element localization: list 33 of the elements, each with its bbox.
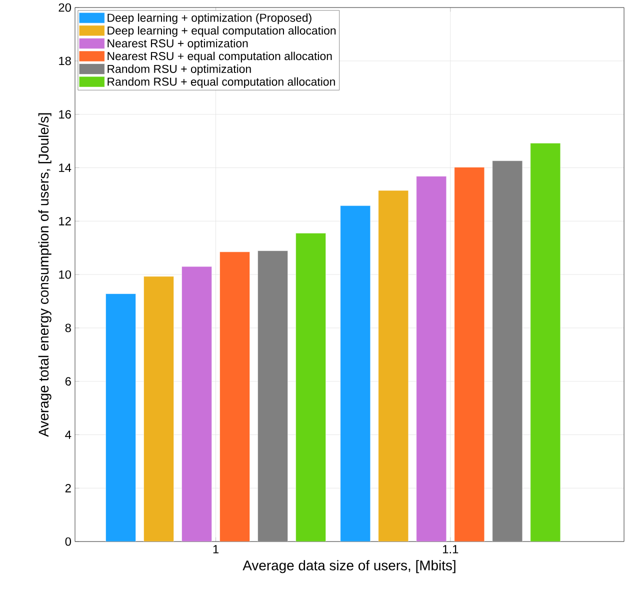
bar [258, 250, 288, 542]
legend-label: Random RSU + optimization [108, 64, 251, 76]
legend-label: Nearest RSU + equal computation allocation [108, 52, 332, 63]
bar [492, 160, 523, 542]
y-tick-label: 14 [59, 164, 72, 172]
bar [454, 167, 485, 542]
legend-label: Deep learning + optimization (Proposed) [108, 14, 312, 24]
y-axis-title: Average total energy consumption of users, [Joule/s] [38, 114, 52, 438]
bar [378, 190, 409, 542]
x-tick-label: 1.1 [442, 545, 458, 554]
y-tick-label: 16 [59, 110, 71, 119]
bar [144, 276, 174, 542]
y-tick-label: 20 [58, 4, 72, 12]
y-tick-label: 8 [65, 324, 71, 332]
y-tick-label: 18 [59, 56, 71, 66]
bar [340, 206, 371, 542]
bar [182, 266, 212, 542]
legend-label: Nearest RSU + optimization [108, 39, 248, 50]
y-tick-label: 0 [65, 538, 72, 546]
bar [530, 143, 561, 542]
bar [220, 252, 250, 542]
y-tick-label: 4 [65, 430, 72, 440]
y-tick-label: 6 [65, 377, 71, 386]
x-axis-title: Average data size of users, [Mbits] [242, 560, 456, 574]
bar [106, 294, 136, 542]
x-tick-label: 1 [213, 545, 219, 554]
legend-label: Deep learning + equal computation allocation [108, 26, 336, 38]
bar [296, 233, 326, 542]
bar [416, 176, 447, 542]
legend-label: Random RSU + equal computation allocation [108, 78, 335, 88]
y-tick-label: 12 [59, 217, 71, 226]
y-tick-label: 2 [65, 484, 71, 493]
y-tick-label: 10 [59, 270, 72, 279]
